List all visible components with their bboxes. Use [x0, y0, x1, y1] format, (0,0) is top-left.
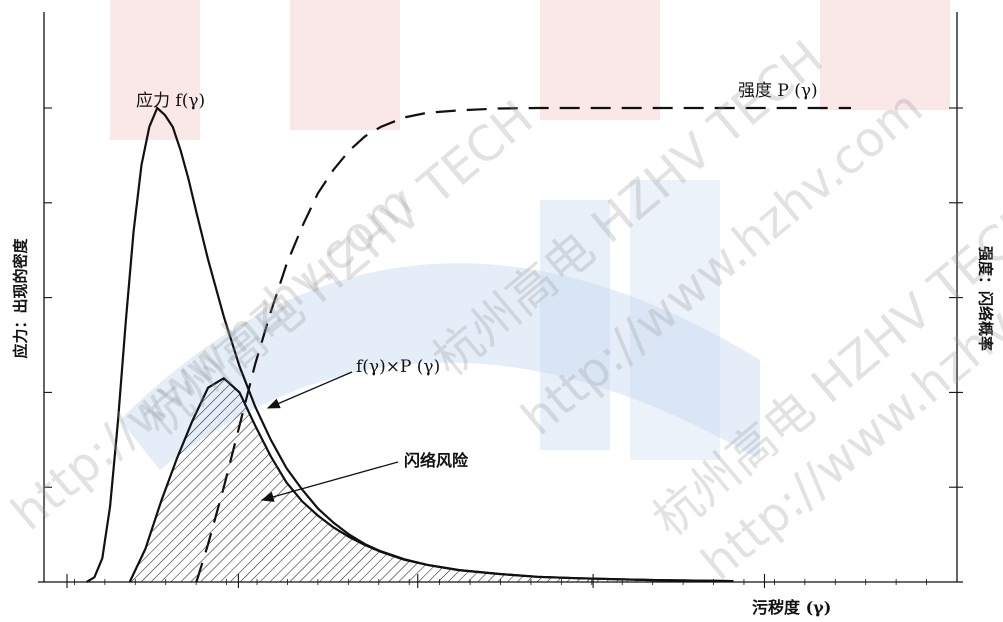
watermark-blocks — [110, 0, 950, 470]
watermark-block — [820, 0, 950, 110]
curves — [86, 106, 851, 583]
product-curve-arrow — [266, 371, 353, 409]
watermark-block — [290, 0, 400, 130]
watermark-block — [630, 180, 720, 460]
watermark-block — [540, 0, 660, 120]
product-curve-label: f(γ)×P (γ) — [356, 357, 441, 377]
watermark-block — [540, 200, 610, 450]
annotation-arrows — [260, 371, 399, 502]
flashover-risk-area — [129, 378, 734, 582]
stress-curve-label: 应力 f(γ) — [136, 91, 206, 111]
watermark-block — [120, 263, 760, 470]
flashover-risk-label: 闪络风险 — [404, 451, 469, 470]
series-line-strength — [195, 106, 851, 583]
series-line-product — [128, 376, 734, 583]
flashover-risk-arrow — [260, 461, 399, 502]
y-axis-left-label: 应力：出现的密度 — [11, 238, 30, 359]
x-axis-label: 污秽度 (γ) — [752, 598, 832, 617]
y-axis-right-label: 强度：闪络概率 — [976, 245, 995, 351]
strength-curve-label: 强度 P (γ) — [738, 81, 818, 101]
watermark-block — [110, 0, 200, 140]
